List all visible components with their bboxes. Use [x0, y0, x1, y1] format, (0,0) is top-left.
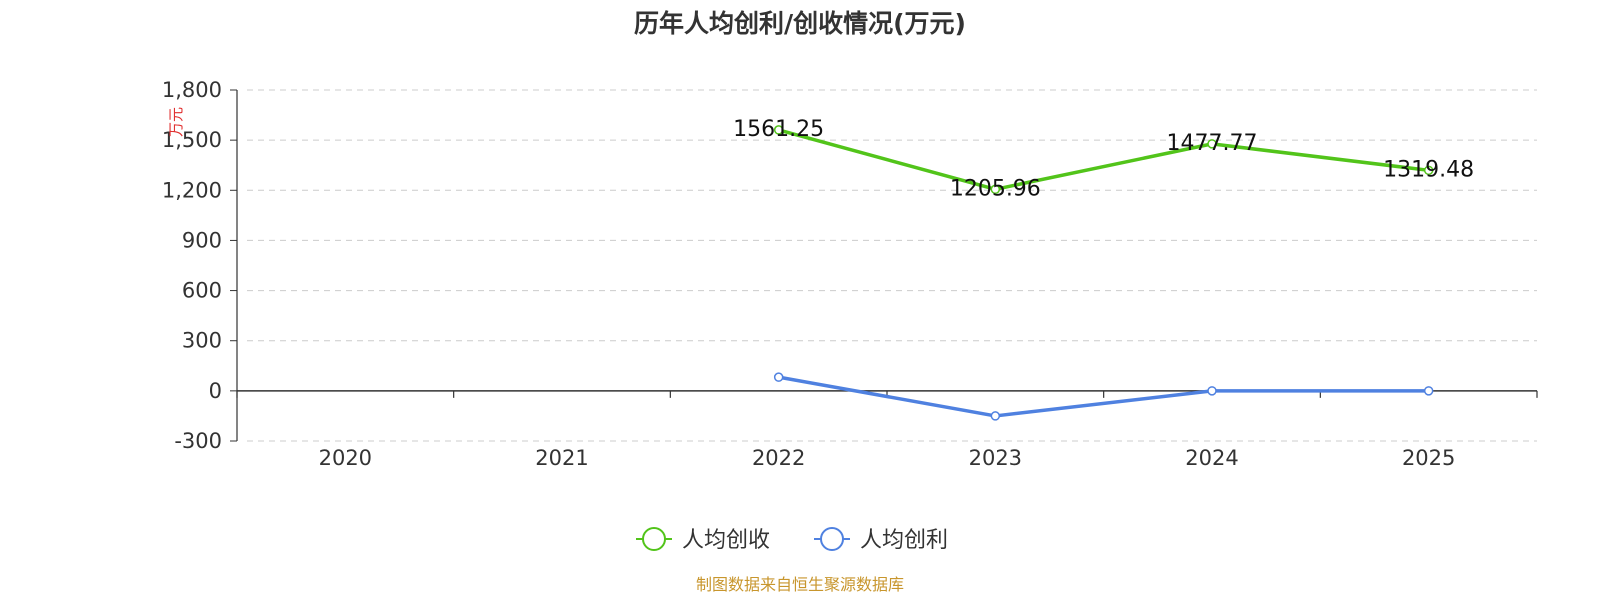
series-layer	[773, 125, 1434, 421]
x-tick-label: 2023	[969, 446, 1022, 470]
y-tick-label: 1,200	[162, 178, 222, 202]
y-axis-unit-label: 万元	[167, 107, 185, 137]
data-label: 1205.96	[950, 176, 1041, 201]
data-labels: 1561.25 1205.96 1477.77 1319.48	[733, 117, 1474, 201]
data-point	[1423, 386, 1434, 396]
x-tick-label: 2020	[319, 446, 372, 470]
series-line	[778, 128, 1429, 192]
y-tick-label: 600	[182, 279, 222, 303]
source-note: 制图数据来自恒生聚源数据库	[696, 575, 904, 594]
legend-circle-icon	[820, 527, 844, 551]
x-tick-label: 2025	[1402, 446, 1455, 470]
y-tick-label: 1,500	[162, 128, 222, 152]
data-label: 1561.25	[733, 117, 824, 142]
axes: -300 0 300 600 900 1,200 1,500 1,800 2020 2021 202…	[162, 78, 1538, 470]
legend-label: 人均创收	[682, 528, 770, 553]
legend-label: 人均创利	[860, 528, 948, 553]
chart-title: 历年人均创利/创收情况(万元)	[634, 9, 966, 38]
legend[interactable]: 人均创收 人均创利	[636, 527, 948, 553]
data-point	[990, 411, 1001, 421]
y-tick-label: 1,800	[162, 78, 222, 102]
grid-lines	[247, 89, 1537, 442]
data-point	[773, 372, 784, 382]
x-tick-label: 2024	[1185, 446, 1238, 470]
data-point	[1207, 139, 1217, 149]
x-tick-label: 2021	[535, 446, 588, 470]
data-label: 1477.77	[1167, 131, 1258, 156]
data-point	[1207, 386, 1217, 396]
y-tick-label: 900	[182, 228, 222, 252]
legend-item[interactable]: 人均创收	[636, 527, 770, 553]
series-line	[778, 375, 1429, 418]
x-tick-label: 2022	[752, 446, 805, 470]
data-label: 1319.48	[1383, 157, 1474, 182]
legend-circle-icon	[642, 527, 666, 551]
y-tick-label: -300	[174, 429, 222, 453]
data-point	[1423, 165, 1434, 176]
y-tick-label: 0	[209, 379, 222, 403]
data-point	[773, 125, 784, 135]
data-point	[990, 184, 1001, 195]
y-tick-label: 300	[182, 329, 222, 353]
legend-item[interactable]: 人均创利	[814, 527, 948, 553]
